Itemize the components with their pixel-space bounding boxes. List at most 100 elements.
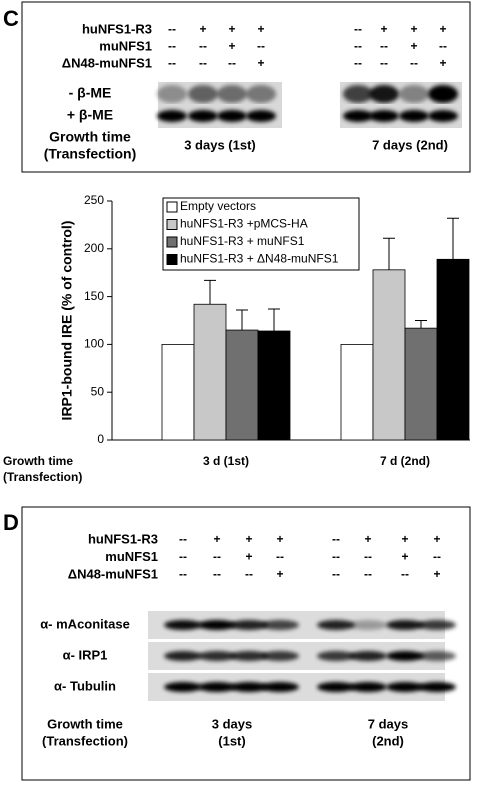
bar	[404, 327, 438, 441]
band	[349, 682, 387, 692]
row-label: ΔN48-muNFS1	[68, 566, 158, 581]
error-bar	[268, 308, 280, 332]
condition-mark: --	[276, 550, 284, 564]
band	[157, 110, 187, 122]
condition-mark: +	[433, 567, 440, 581]
band	[188, 110, 218, 122]
condition-mark: --	[354, 56, 362, 70]
band	[428, 110, 458, 122]
y-tick-label: 150	[84, 289, 104, 303]
condition-mark: --	[380, 39, 388, 53]
band	[261, 651, 299, 661]
band	[399, 85, 429, 103]
condition-mark: --	[179, 550, 187, 564]
bar	[161, 343, 195, 441]
band	[369, 85, 399, 103]
growth-time: 7 days	[368, 716, 408, 731]
condition-mark: --	[332, 550, 340, 564]
condition-mark: --	[354, 39, 362, 53]
band	[230, 620, 268, 630]
condition-mark: --	[410, 56, 418, 70]
condition-mark: --	[199, 56, 207, 70]
x-row-label: Growth time	[3, 454, 73, 468]
band	[164, 620, 202, 630]
band	[164, 651, 202, 661]
legend-label: huNFS1-R3 + ΔN48-muNFS1	[180, 252, 339, 266]
condition-mark: +	[245, 550, 252, 564]
panel-d-frame	[21, 506, 471, 781]
legend-label: huNFS1-R3 +pMCS-HA	[180, 217, 308, 231]
band	[198, 620, 236, 630]
x-tick-label: 7 d (2nd)	[380, 454, 430, 468]
legend-label: Empty vectors	[180, 199, 256, 213]
condition-mark: --	[332, 567, 340, 581]
blot-label: α- mAconitase	[40, 616, 130, 631]
band	[157, 85, 187, 103]
growth-time: (2nd)	[372, 733, 404, 748]
condition-mark: --	[168, 39, 176, 53]
condition-mark: --	[433, 550, 441, 564]
band	[217, 85, 247, 103]
y-tick-label: 250	[84, 193, 104, 207]
blot-label: α- IRP1	[63, 647, 108, 662]
panel-label: C	[3, 6, 19, 31]
band	[317, 651, 355, 661]
condition-mark: --	[364, 550, 372, 564]
band	[198, 651, 236, 661]
condition-mark: --	[364, 567, 372, 581]
band	[317, 682, 355, 692]
condition-mark: --	[213, 567, 221, 581]
band	[428, 85, 458, 103]
band	[386, 682, 424, 692]
legend-label: huNFS1-R3 + muNFS1	[180, 234, 305, 248]
legend-swatch	[166, 201, 178, 213]
blot-label: α- Tubulin	[54, 678, 116, 693]
band	[261, 682, 299, 692]
condition-mark: +	[276, 567, 283, 581]
row-label: ΔN48-muNFS1	[62, 55, 152, 70]
condition-mark: +	[439, 22, 446, 36]
condition-mark: --	[245, 567, 253, 581]
band	[349, 651, 387, 661]
bar	[436, 258, 470, 441]
growth-label: Growth time	[47, 716, 123, 731]
band	[343, 85, 373, 103]
band	[230, 682, 268, 692]
band	[217, 110, 247, 122]
condition-mark: +	[364, 532, 371, 546]
growth-label: (Transfection)	[44, 146, 137, 162]
condition-mark: +	[276, 532, 283, 546]
growth-label: (Transfection)	[42, 733, 128, 748]
band	[198, 682, 236, 692]
band	[386, 651, 424, 661]
condition-mark: --	[199, 39, 207, 53]
band	[317, 620, 355, 630]
band	[399, 110, 429, 122]
condition-mark: --	[401, 567, 409, 581]
condition-mark: +	[257, 22, 264, 36]
condition-mark: +	[410, 22, 417, 36]
condition-mark: --	[179, 532, 187, 546]
growth-time: 7 days (2nd)	[372, 137, 448, 152]
row-label: muNFS1	[105, 549, 158, 564]
blot-label: + β-ME	[67, 107, 113, 123]
band	[369, 110, 399, 122]
condition-mark: +	[433, 532, 440, 546]
band	[230, 651, 268, 661]
bar	[225, 329, 259, 441]
condition-mark: +	[245, 532, 252, 546]
condition-mark: +	[228, 39, 235, 53]
condition-mark: --	[168, 22, 176, 36]
growth-time: (1st)	[218, 733, 245, 748]
band	[246, 110, 276, 122]
x-tick-label: 3 d (1st)	[203, 454, 249, 468]
row-label: muNFS1	[99, 38, 152, 53]
condition-mark: --	[213, 550, 221, 564]
error-bar	[447, 217, 459, 260]
panel-label: D	[3, 510, 19, 535]
y-tick-label: 0	[97, 432, 104, 446]
y-axis-label: IRP1-bound IRE (% of control)	[59, 221, 75, 421]
y-tick-label: 100	[84, 337, 104, 351]
error-bar	[236, 309, 248, 331]
